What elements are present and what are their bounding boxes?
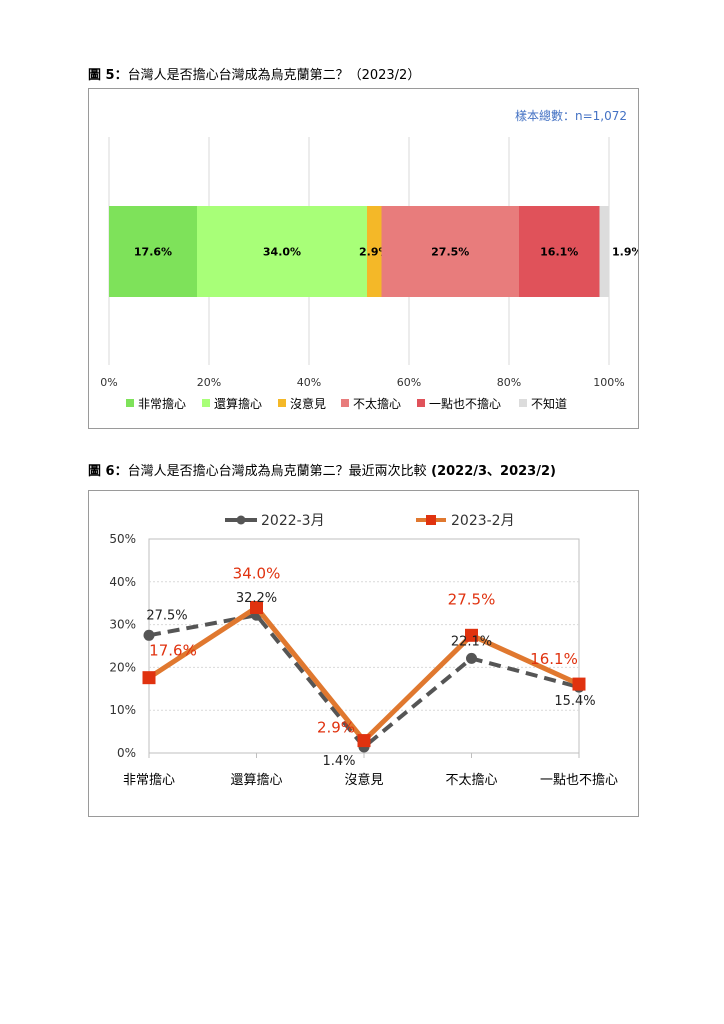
- data-label-2023: 27.5%: [448, 590, 496, 608]
- bar-segment: [197, 206, 367, 297]
- bar-segment: [381, 206, 519, 297]
- x-category-label: 沒意見: [344, 772, 383, 788]
- figure6-title: 圖 6：台灣人是否擔心台灣成為烏克蘭第二？最近兩次比較 (2022/3、2023…: [88, 460, 556, 479]
- data-label-2022: 15.4%: [554, 694, 595, 709]
- data-label: 17.6%: [134, 246, 172, 259]
- data-label: 34.0%: [263, 246, 301, 259]
- data-point-2022: [143, 629, 155, 641]
- x-tick-label: 40%: [297, 376, 321, 389]
- data-label-2022: 32.2%: [236, 591, 277, 606]
- legend-swatch: [202, 399, 210, 407]
- data-label: 27.5%: [431, 246, 469, 259]
- data-label: 16.1%: [540, 246, 578, 259]
- data-label: 1.9%: [612, 246, 638, 259]
- plot-area: [148, 538, 580, 754]
- bar-segment: [367, 206, 382, 297]
- x-tick-label: 0%: [100, 376, 117, 389]
- x-category-label: 不太擔心: [445, 773, 497, 788]
- data-label-2022: 1.4%: [322, 754, 355, 769]
- figure5-title: 圖 5：台灣人是否擔心台灣成為烏克蘭第二？（2023/2）: [88, 64, 420, 83]
- data-label-2023: 34.0%: [233, 564, 281, 582]
- y-tick-label: 20%: [109, 660, 136, 674]
- legend-swatch: [126, 399, 134, 407]
- data-point-2023: [357, 734, 371, 748]
- data-label-2022: 27.5%: [146, 608, 187, 623]
- y-tick-label: 40%: [109, 575, 136, 589]
- bar-segment: [109, 206, 197, 297]
- figure6-chart: 2022-3月 2023-2月 0% 10% 20% 30% 40% 50% 非常擔心 還算擔心 沒…: [109, 513, 618, 788]
- data-label-2022: 22.1%: [451, 634, 492, 649]
- figure5-chart: 樣本總數：n=1,072 0% 20% 40% 60% 80% 100% 17.6% 34.0%…: [100, 108, 642, 411]
- series-line-2023: [147, 604, 581, 745]
- legend-entry: 還算擔心: [214, 396, 262, 411]
- figure5-label: 圖 5：: [88, 68, 128, 83]
- legend-swatch: [519, 399, 527, 407]
- legend-marker-2022: [236, 515, 246, 525]
- data-point-2022: [466, 652, 477, 664]
- legend-entry: 一點也不擔心: [429, 397, 501, 411]
- data-point-2023: [142, 671, 156, 685]
- x-category-label: 非常擔心: [123, 773, 175, 788]
- data-label-2023: 16.1%: [530, 650, 578, 668]
- x-category-label: 一點也不擔心: [540, 773, 618, 788]
- x-tick-label: 100%: [593, 376, 624, 389]
- legend-swatch: [417, 399, 425, 407]
- y-tick-label: 30%: [109, 618, 136, 632]
- legend-entry-2022: 2022-3月: [261, 513, 325, 529]
- figure6-title-text: 台灣人是否擔心台灣成為烏克蘭第二？最近兩次比較: [127, 464, 427, 479]
- y-tick-label: 0%: [117, 746, 136, 760]
- legend-entry: 不太擔心: [353, 396, 401, 411]
- figure6-label: 圖 6：: [88, 464, 128, 479]
- x-tick-label: 60%: [397, 376, 421, 389]
- x-tick-label: 80%: [497, 376, 521, 389]
- x-category-label: 還算擔心: [230, 773, 282, 788]
- data-label-2023: 2.9%: [317, 719, 355, 737]
- figure6-title-suffix: (2022/3、2023/2): [431, 464, 556, 479]
- legend-entry: 非常擔心: [138, 397, 186, 411]
- bar-segment: [599, 206, 609, 297]
- legend-entry: 沒意見: [290, 396, 326, 411]
- figure6-panel: 2022-3月 2023-2月 0% 10% 20% 30% 40% 50% 非常擔心 還算擔心 沒…: [88, 490, 639, 817]
- figure5-title-text: 台灣人是否擔心台灣成為烏克蘭第二？（2023/2）: [127, 68, 421, 83]
- legend-entry-2023: 2023-2月: [451, 513, 515, 529]
- data-label-2023: 17.6%: [149, 642, 197, 660]
- data-point-2023: [572, 677, 586, 691]
- sample-size-note: 樣本總數：n=1,072: [515, 108, 627, 123]
- y-tick-label: 10%: [109, 703, 136, 717]
- figure5-panel: 樣本總數：n=1,072 0% 20% 40% 60% 80% 100% 17.6% 34.0%…: [88, 88, 643, 429]
- data-point-2023: [250, 600, 263, 614]
- x-tick-label: 20%: [197, 376, 221, 389]
- bar-segment: [519, 206, 600, 297]
- legend-entry: 不知道: [531, 397, 567, 411]
- legend-marker-2023: [426, 515, 436, 525]
- legend-swatch: [341, 399, 349, 407]
- y-tick-label: 50%: [109, 532, 136, 546]
- data-point-2023: [465, 628, 478, 642]
- legend-swatch: [278, 399, 286, 407]
